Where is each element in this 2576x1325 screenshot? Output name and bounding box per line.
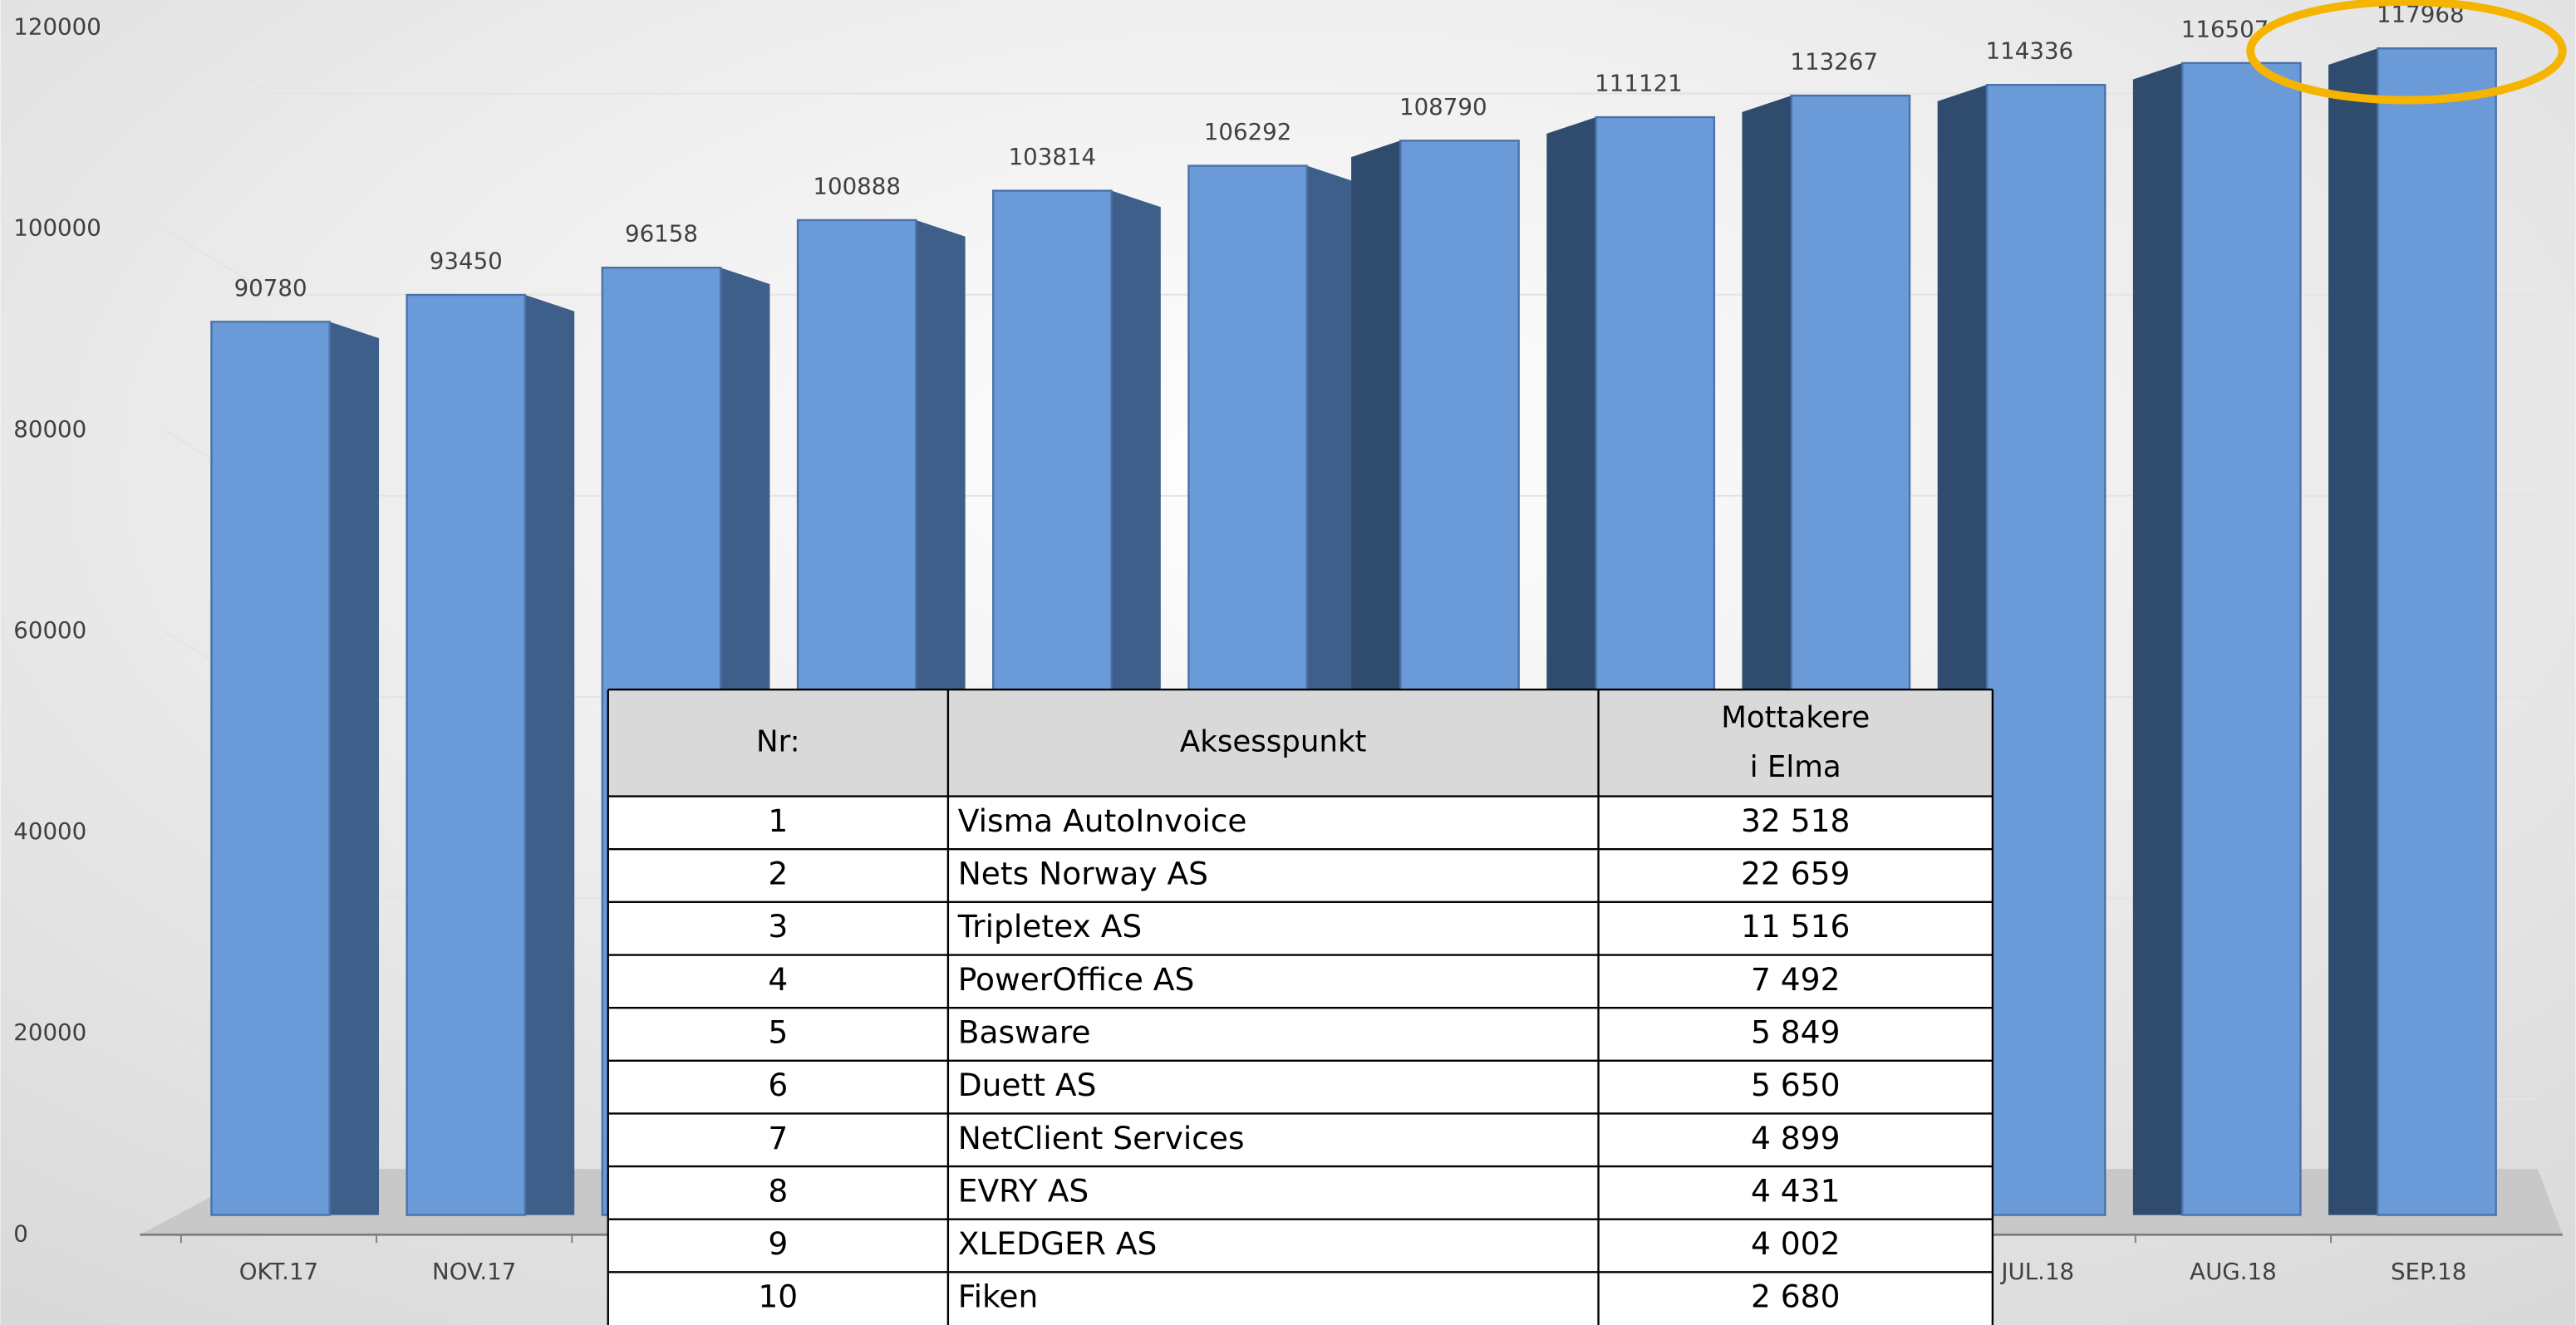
table-cell: 5 650 bbox=[1751, 1067, 1841, 1103]
bar bbox=[2180, 61, 2302, 1216]
table-cell: EVRY AS bbox=[958, 1172, 1089, 1209]
bar bbox=[2377, 47, 2497, 1216]
y-tick-label: 100000 bbox=[13, 214, 101, 242]
table-cell: 4 899 bbox=[1751, 1120, 1841, 1156]
y-tick-label: 120000 bbox=[13, 13, 101, 41]
table-header: Aksesspunkt bbox=[1180, 724, 1367, 758]
bar-side bbox=[2132, 62, 2183, 1215]
x-tick-label: AUG.18 bbox=[2190, 1258, 2277, 1285]
value-label: 93450 bbox=[430, 247, 503, 274]
y-tick-label: 20000 bbox=[13, 1018, 86, 1046]
table-cell: 10 bbox=[758, 1278, 798, 1315]
table-cell: XLEDGER AS bbox=[958, 1225, 1158, 1262]
table: Nr: Aksesspunkt Mottakere i Elma 1 Visma Auto… bbox=[607, 688, 1994, 1325]
highlight-ring bbox=[2246, 0, 2567, 105]
bar-side bbox=[524, 295, 575, 1215]
y-tick-label: 80000 bbox=[13, 415, 86, 443]
table-cell: NetClient Services bbox=[958, 1120, 1245, 1156]
bar bbox=[406, 293, 527, 1216]
table-header-bg bbox=[607, 689, 1993, 797]
table-cell: 4 bbox=[768, 961, 788, 998]
x-tick-label: OKT.17 bbox=[239, 1258, 318, 1285]
grid-line bbox=[164, 228, 273, 296]
bar-side bbox=[329, 321, 380, 1215]
table-cell: 4 431 bbox=[1751, 1172, 1841, 1209]
x-tick-label: NOV.17 bbox=[432, 1258, 516, 1285]
value-label: 100888 bbox=[813, 172, 901, 199]
value-label: 108790 bbox=[1399, 93, 1487, 120]
table-header: i Elma bbox=[1750, 750, 1841, 784]
table-cell: 9 bbox=[768, 1225, 788, 1262]
y-tick-label: 0 bbox=[13, 1219, 28, 1247]
grid-line bbox=[164, 27, 273, 95]
table-cell: 1 bbox=[768, 802, 788, 839]
x-tick-label: SEP.18 bbox=[2391, 1258, 2466, 1285]
table-cell: Visma AutoInvoice bbox=[958, 802, 1247, 839]
table-cell: Fiken bbox=[958, 1278, 1039, 1315]
bar-side bbox=[2328, 48, 2378, 1215]
value-label: 111121 bbox=[1595, 70, 1683, 97]
table-cell: PowerOffice AS bbox=[958, 961, 1195, 998]
table-header: Nr: bbox=[756, 724, 800, 758]
bar-group: 93450 bbox=[406, 247, 575, 1216]
table-cell: Tripletex AS bbox=[957, 908, 1143, 945]
bar bbox=[1985, 83, 2107, 1216]
table-cell: 2 bbox=[768, 856, 788, 892]
value-label: 103814 bbox=[1009, 143, 1097, 170]
table-cell: 3 bbox=[768, 908, 788, 945]
table-header: Mottakere bbox=[1721, 701, 1870, 735]
table-cell: 6 bbox=[768, 1067, 788, 1103]
bar-group: 116507 bbox=[2132, 15, 2302, 1216]
table-cell: 8 bbox=[768, 1172, 788, 1209]
bar-group: 117968 bbox=[2328, 1, 2497, 1216]
table-cell: 11 516 bbox=[1741, 908, 1850, 945]
table-cell: 7 bbox=[768, 1120, 788, 1156]
table-cell: 5 bbox=[768, 1013, 788, 1050]
table-cell: 7 492 bbox=[1751, 961, 1841, 998]
bar bbox=[210, 321, 331, 1216]
table-cell: Duett AS bbox=[958, 1067, 1097, 1103]
y-tick-label: 60000 bbox=[13, 616, 86, 644]
value-label: 114336 bbox=[1986, 37, 2074, 65]
table-cell: 4 002 bbox=[1751, 1225, 1841, 1262]
table-cell: 32 518 bbox=[1741, 802, 1850, 839]
table-cell: 2 680 bbox=[1751, 1278, 1841, 1315]
table-cell: Nets Norway AS bbox=[958, 856, 1208, 892]
x-tick-label: JUL.18 bbox=[1999, 1258, 2074, 1285]
table-cell: 22 659 bbox=[1741, 856, 1850, 892]
bar-group: 90780 bbox=[210, 274, 380, 1216]
value-label: 90780 bbox=[234, 274, 307, 302]
table-cell: Basware bbox=[958, 1013, 1091, 1050]
value-label: 113267 bbox=[1790, 48, 1878, 76]
table-cell: 5 849 bbox=[1751, 1013, 1841, 1050]
y-tick-label: 40000 bbox=[13, 817, 86, 845]
value-label: 106292 bbox=[1204, 118, 1292, 145]
value-label: 96158 bbox=[625, 220, 698, 248]
